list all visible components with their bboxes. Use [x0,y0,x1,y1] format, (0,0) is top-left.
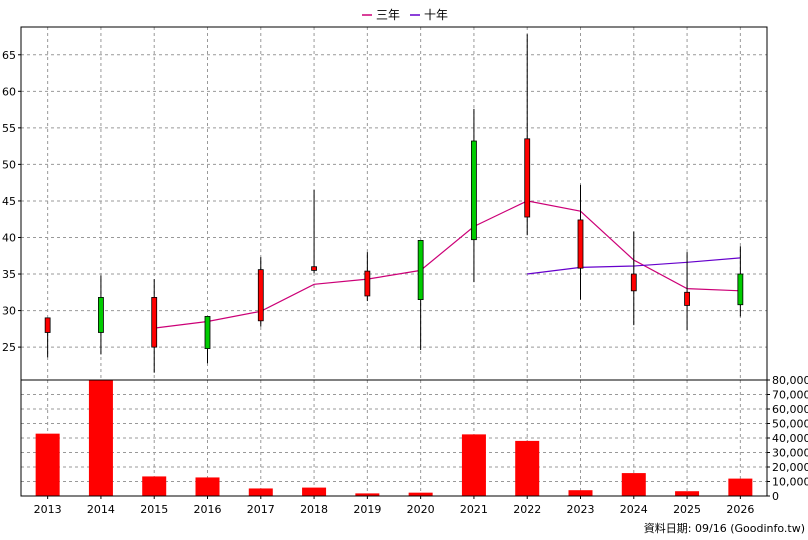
candle-body [257,269,264,322]
volume-bar [515,440,540,496]
price-tick-label: 40 [2,231,16,244]
x-tick-label: 2019 [353,503,381,516]
x-tick-label: 2014 [87,503,115,516]
volume-bar [88,380,113,496]
price-panel: 25 30 35 40 45 50 55 60 65 [2,26,768,381]
legend: 三年 十年 [362,8,448,22]
volume-tick-label: 10,000 [772,476,808,489]
volume-bar [195,477,220,496]
candle-body [364,270,371,297]
volume-tick-label: 80,000 [772,374,808,387]
volume-bar [728,478,753,496]
volume-bar [248,488,273,496]
x-tick-label: 2015 [140,503,168,516]
candle-body [524,138,531,218]
x-tick-label: 2025 [673,503,701,516]
volume-bar [302,487,327,496]
candle-body [684,291,690,306]
x-tick-label: 2021 [460,503,488,516]
price-frame [20,26,768,381]
price-tick-label: 55 [2,122,16,135]
x-tick-label: 2020 [407,503,435,516]
volume-bar [408,492,433,496]
candle-body [98,297,104,333]
volume-bar [621,473,646,496]
volume-bar [142,476,167,496]
volume-frame [20,379,768,497]
candle-body [471,140,477,241]
price-tick-label: 35 [2,268,16,281]
x-tick-label: 2013 [34,503,62,516]
volume-tick-label: 50,000 [772,418,808,431]
x-tick-label: 2016 [194,503,222,516]
x-tick-label: 2017 [247,503,275,516]
candle-body [630,273,637,292]
volume-bar [35,433,60,496]
price-tick-label: 30 [2,305,16,318]
volume-bar [675,491,700,496]
x-axis: 2013 2014 2015 2016 2017 2018 2019 2020 2021 2022… [34,496,754,516]
x-tick-label: 2018 [300,503,328,516]
x-tick-label: 2022 [513,503,541,516]
volume-bar [461,434,486,496]
candle-body [737,273,744,306]
volume-bar [355,493,380,496]
price-tick-label: 45 [2,195,16,208]
price-tick-label: 25 [2,341,16,354]
legend-label: 十年 [424,8,448,22]
x-tick-label: 2024 [620,503,648,516]
candle-body [204,316,211,349]
volume-bar [568,490,593,496]
price-tick-label: 65 [2,49,16,62]
candle-body [577,219,584,269]
candle-body [417,240,424,301]
candle-body [44,317,51,333]
price-tick-label: 60 [2,85,16,98]
volume-tick-label: 20,000 [772,461,808,474]
data-date-footer: 資料日期: 09/16 (Goodinfo.tw) [644,521,805,535]
legend-label: 三年 [376,8,400,22]
price-tick-label: 50 [2,158,16,171]
x-tick-label: 2023 [567,503,595,516]
x-tick-label: 2026 [726,503,754,516]
volume-tick-label: 40,000 [772,432,808,445]
volume-tick-label: 70,000 [772,389,808,402]
candle-body [311,266,317,271]
volume-tick-label: 30,000 [772,447,808,460]
volume-tick-label: 0 [772,490,779,503]
candle-body [151,297,158,348]
volume-tick-label: 60,000 [772,403,808,416]
